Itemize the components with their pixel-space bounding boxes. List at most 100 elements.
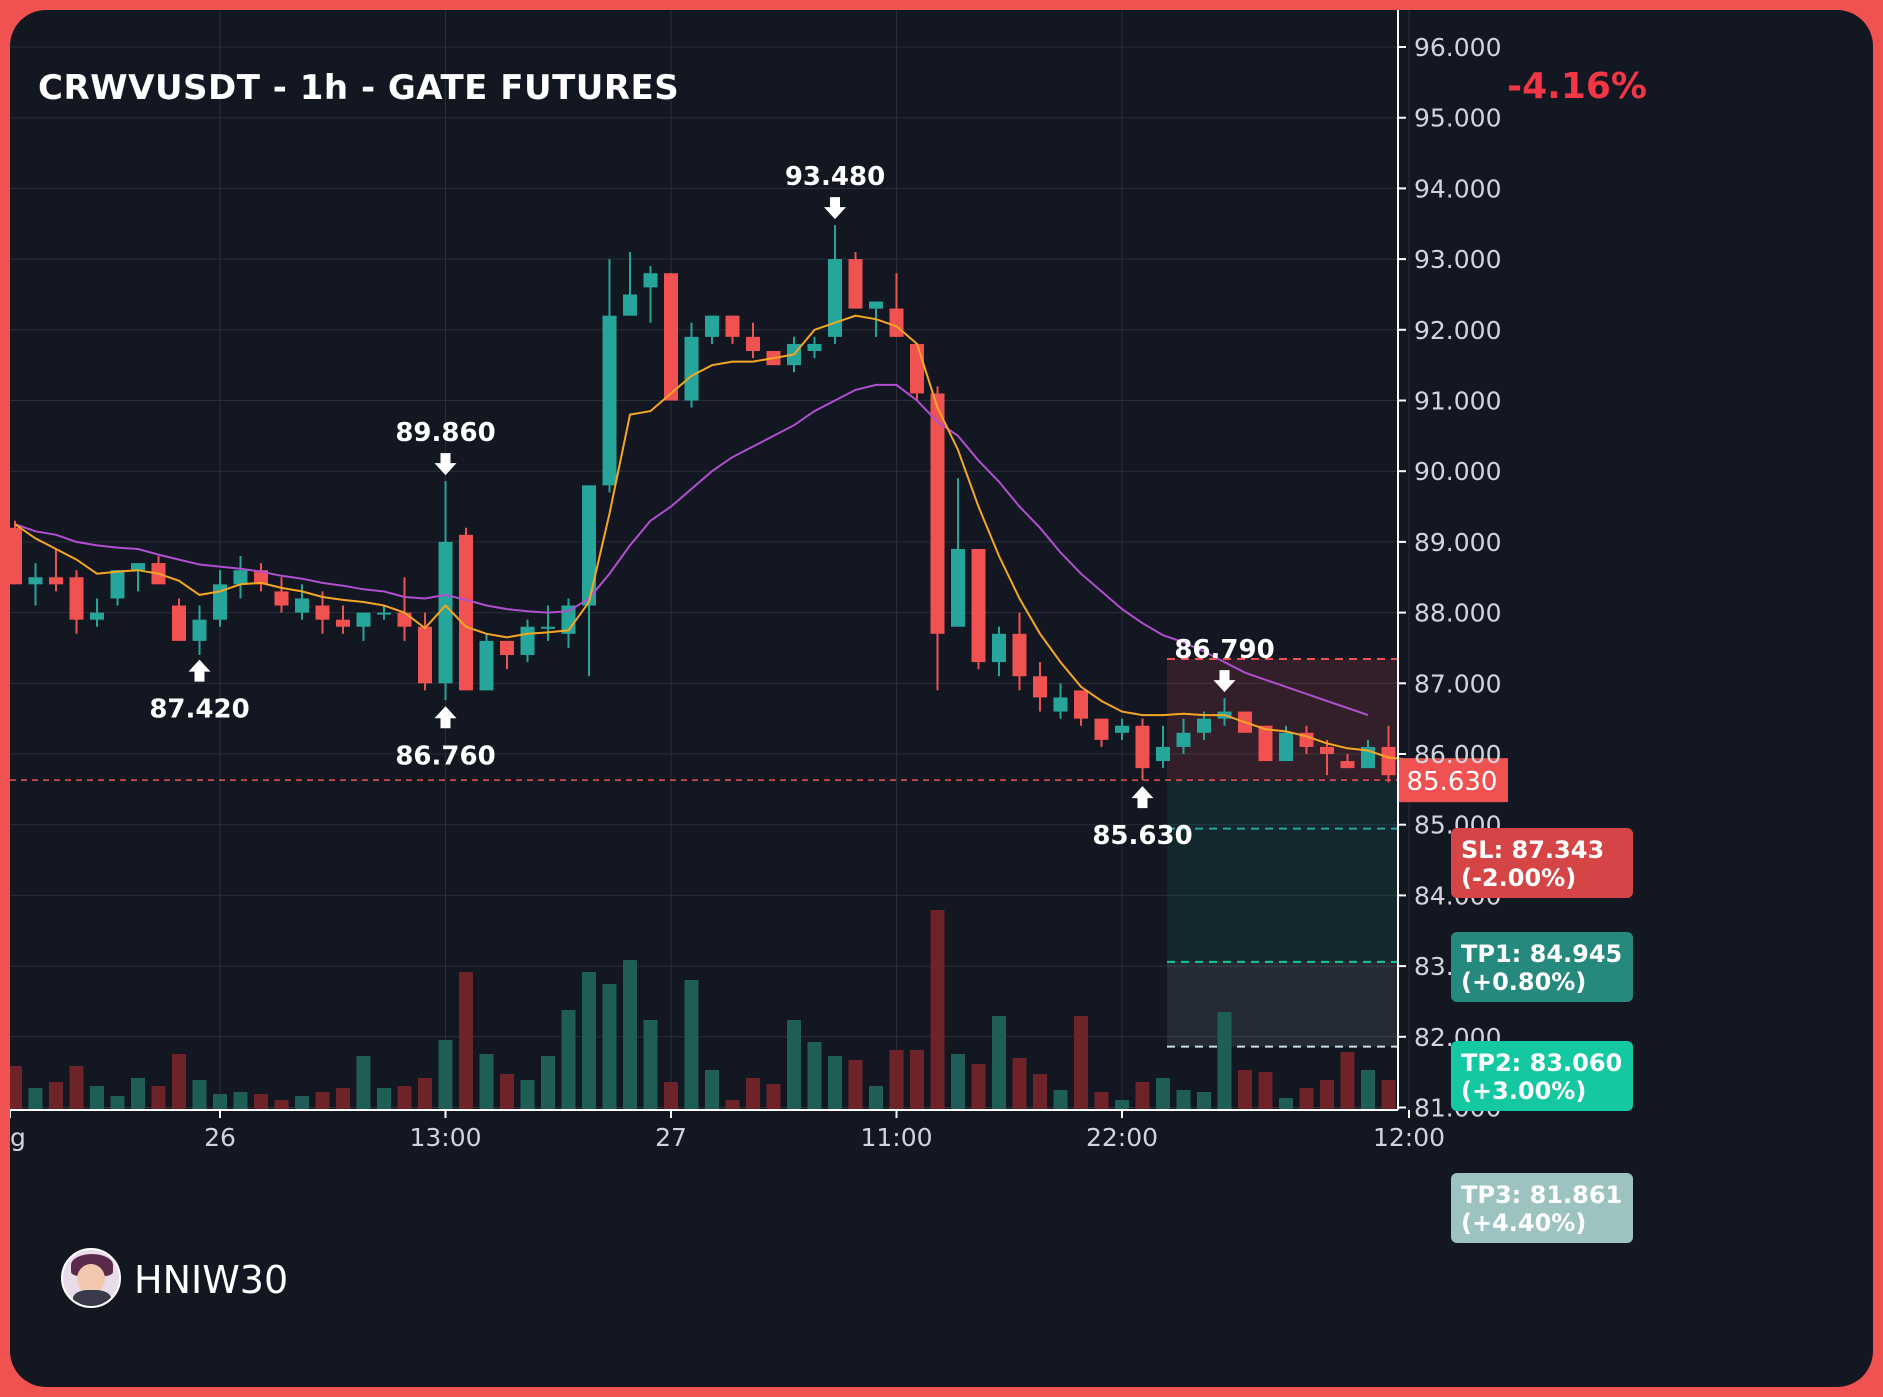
volume-bar <box>418 1078 432 1110</box>
candle <box>1381 725 1396 783</box>
volume-bar <box>28 1088 43 1110</box>
volume-bar <box>1361 1070 1375 1110</box>
candle-body <box>10 527 22 585</box>
candle-body <box>643 273 658 288</box>
candle <box>684 322 699 408</box>
volume-bar <box>1074 1016 1088 1110</box>
candle <box>90 598 104 627</box>
candle <box>438 481 453 701</box>
candle-body <box>1279 732 1293 762</box>
low-marker: 87.420 <box>149 659 250 725</box>
volume-bar <box>602 984 617 1110</box>
volume-bar <box>561 1010 576 1110</box>
candle-body <box>910 343 924 394</box>
candle-body <box>69 577 84 620</box>
low-marker: 86.760 <box>395 706 496 771</box>
candle <box>213 570 227 627</box>
x-tick-label: 22:00 <box>1086 1123 1158 1152</box>
volume-bar <box>110 1096 125 1110</box>
candles <box>10 225 1416 783</box>
arrow-up-icon <box>1131 786 1154 809</box>
volume-bar <box>1033 1074 1047 1110</box>
volume-bar <box>1258 1072 1273 1110</box>
candle <box>643 266 658 323</box>
volume-bar <box>930 910 945 1110</box>
candle-body <box>664 273 678 401</box>
marker-label: 85.630 <box>1092 821 1192 851</box>
candle <box>28 563 43 606</box>
volume-bar <box>910 1050 924 1110</box>
chart-title: CRWVUSDT - 1h - GATE FUTURES <box>38 68 680 108</box>
candle-body <box>1135 725 1150 769</box>
y-tick-label: 87.000 <box>1414 669 1501 698</box>
price-chart[interactable]: 85.630 87.420 89.860 86.760 93.480 86.790 85.6… <box>10 10 1873 1387</box>
candle <box>623 252 637 316</box>
y-tick-label: 92.000 <box>1414 316 1501 345</box>
candle-body <box>1340 761 1355 769</box>
low-marker: 85.630 <box>1092 786 1193 851</box>
candle-body <box>1012 633 1027 677</box>
volume-bar <box>90 1086 104 1110</box>
take-profit-1-price: TP1: 84.945 <box>1461 940 1623 968</box>
candle <box>274 577 289 613</box>
marker-label: 93.480 <box>785 162 885 192</box>
last-price-label: 85.630 <box>1407 767 1498 797</box>
candle-body <box>377 612 391 615</box>
x-axis-labels: g 26 13:00 27 11:00 22:00 12:00 <box>10 1110 1445 1152</box>
y-tick-label: 88.000 <box>1414 599 1501 628</box>
volume-bar <box>192 1080 207 1110</box>
candle <box>1135 718 1150 781</box>
y-tick-label: 89.000 <box>1414 528 1501 557</box>
take-profit-3-label: TP3: 81.861 (+4.40%) <box>1451 1173 1633 1243</box>
candle <box>131 563 145 592</box>
brand-name: HNIW30 <box>134 1258 289 1302</box>
candle <box>828 225 842 344</box>
arrow-down-icon <box>434 453 457 476</box>
volume-bar <box>705 1070 719 1110</box>
x-tick-label: g <box>10 1123 26 1152</box>
candle-body <box>889 308 904 337</box>
volume-bar <box>397 1086 412 1110</box>
y-tick-label: 95.000 <box>1414 104 1501 133</box>
candle-body <box>254 570 268 585</box>
marker-label: 86.760 <box>395 741 495 771</box>
volume-bar <box>643 1020 658 1110</box>
volume-bar <box>746 1078 760 1110</box>
candle-body <box>110 570 125 599</box>
x-tick-label: 12:00 <box>1373 1123 1445 1152</box>
candle <box>151 556 166 585</box>
volume-bar <box>377 1088 391 1110</box>
high-marker: 93.480 <box>785 162 885 220</box>
candle-body <box>684 336 699 401</box>
stop-loss-label: SL: 87.343 (-2.00%) <box>1451 828 1633 898</box>
candle-body <box>807 343 822 352</box>
volume-bar <box>1012 1058 1027 1110</box>
volume-bar <box>131 1078 145 1110</box>
x-tick-label: 26 <box>204 1123 236 1152</box>
volume-bar <box>828 1056 842 1110</box>
candle <box>705 315 719 344</box>
volume-bar <box>541 1056 555 1110</box>
volume-bar <box>1135 1082 1150 1110</box>
volume-bar <box>623 960 637 1110</box>
ema-slow-line <box>14 383 1369 717</box>
volume-bar <box>213 1094 227 1110</box>
arrow-up-icon <box>434 706 457 729</box>
marker-label: 89.860 <box>395 418 495 448</box>
take-profit-1-label: TP1: 84.945 (+0.80%) <box>1451 932 1633 1002</box>
candle-body <box>1320 746 1334 754</box>
candle-body <box>28 577 43 585</box>
candle <box>582 485 596 677</box>
volume-bar <box>766 1084 781 1110</box>
candle <box>1176 718 1191 754</box>
candle-body <box>930 393 945 634</box>
volume-bar <box>582 972 596 1110</box>
volume-bar <box>1053 1090 1068 1110</box>
arrow-down-icon <box>1213 670 1236 693</box>
volume-bar <box>254 1094 268 1110</box>
take-profit-3-percent: (+4.40%) <box>1461 1209 1587 1237</box>
volume-bar <box>1238 1070 1252 1110</box>
candle <box>1156 725 1170 769</box>
price-change-badge: -4.16% <box>1507 66 1647 107</box>
candle-body <box>274 591 289 606</box>
